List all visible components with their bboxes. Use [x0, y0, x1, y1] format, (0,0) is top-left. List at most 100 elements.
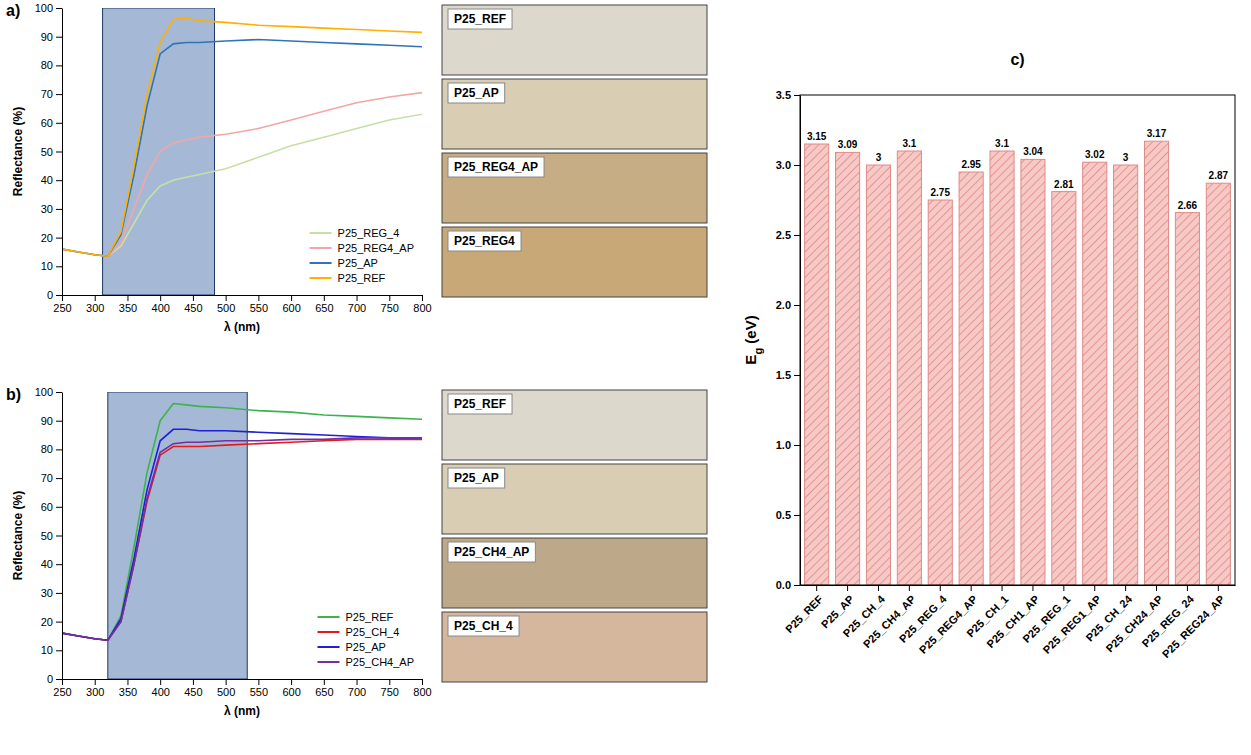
- y-tick: 1.5: [776, 369, 800, 381]
- x-tick-mark: [878, 585, 879, 591]
- photo-label-box: [448, 83, 505, 103]
- y-tick-mark: [56, 650, 62, 651]
- photo-image: [442, 390, 707, 460]
- legend: P25_REG_4P25_REG4_APP25_APP25_REF: [310, 227, 414, 284]
- legend-item: P25_REG_4: [310, 227, 400, 239]
- x-tick: 600: [282, 295, 300, 314]
- x-tick-mark: [1032, 585, 1033, 591]
- bar: [1052, 192, 1076, 585]
- y-tick-mark: [794, 165, 800, 166]
- y-tick-label: 1.5: [776, 369, 791, 381]
- x-tick-label: 400: [152, 302, 170, 314]
- photo-label: P25_AP: [454, 86, 499, 100]
- y-tick-label: 20: [41, 616, 53, 628]
- y-tick-label: 40: [41, 174, 53, 186]
- y-tick: 30: [41, 587, 62, 599]
- y-tick-mark: [56, 593, 62, 594]
- legend-label: P25_CH_4: [346, 626, 400, 638]
- x-tick-label: 250: [53, 686, 71, 698]
- y-tick: 0: [47, 673, 62, 685]
- legend-item: P25_REG4_AP: [310, 242, 414, 254]
- x-tick-label: 550: [250, 686, 268, 698]
- x-tick-mark: [95, 679, 96, 685]
- y-tick-label: 10: [41, 260, 53, 272]
- y-tick-mark: [794, 305, 800, 306]
- x-tick-mark: [226, 679, 227, 685]
- photo: P25_REG4: [442, 227, 707, 297]
- y-tick-label: 100: [35, 2, 53, 14]
- y-tick: 100: [35, 386, 62, 398]
- x-tick-label: 750: [381, 302, 399, 314]
- x-tick: 250: [53, 679, 71, 698]
- y-tick-mark: [56, 295, 62, 296]
- y-tick-label: 3.0: [776, 159, 791, 171]
- photo: P25_REG4_AP: [442, 153, 707, 223]
- y-tick-mark: [56, 392, 62, 393]
- data-label: 2.66: [1178, 200, 1198, 211]
- x-tick: P25_REG24_AP: [1160, 585, 1227, 660]
- photo-label: P25_REF: [454, 397, 506, 411]
- x-tick-mark: [816, 585, 817, 591]
- line-panel: 2503003504004505005506006507007508000102…: [11, 386, 432, 718]
- x-tick-mark: [389, 295, 390, 301]
- legend: P25_REFP25_CH_4P25_APP25_CH4_AP: [318, 611, 415, 668]
- x-axis: 250300350400450500550600650700750800: [53, 295, 431, 314]
- y-tick: 20: [41, 232, 62, 244]
- y-tick: 30: [41, 203, 62, 215]
- y-tick-mark: [56, 679, 62, 680]
- x-tick-label: 350: [119, 686, 137, 698]
- photo-label: P25_REF: [454, 12, 506, 26]
- y-tick-mark: [794, 375, 800, 376]
- series-line: [62, 439, 422, 640]
- x-tick-mark: [422, 295, 423, 301]
- x-tick-mark: [389, 679, 390, 685]
- x-tick: P25_REG4_AP: [917, 585, 980, 656]
- y-tick-mark: [56, 238, 62, 239]
- y-tick-label: 20: [41, 232, 53, 244]
- y-tick-mark: [794, 235, 800, 236]
- data-label: 3: [1123, 152, 1129, 163]
- y-tick: 10: [41, 644, 62, 656]
- y-tick-mark: [56, 449, 62, 450]
- y-tick-label: 2.5: [776, 229, 791, 241]
- y-axis-line: [800, 96, 801, 586]
- x-tick: 450: [184, 295, 202, 314]
- x-tick-mark: [291, 295, 292, 301]
- x-axis: 250300350400450500550600650700750800: [53, 679, 431, 698]
- x-tick-mark: [422, 679, 423, 685]
- x-tick-mark: [1094, 585, 1095, 591]
- photo-image: [442, 79, 707, 149]
- y-tick-mark: [794, 95, 800, 96]
- y-tick-label: 70: [41, 88, 53, 100]
- y-tick-label: 50: [41, 146, 53, 158]
- x-tick-mark: [291, 679, 292, 685]
- y-tick-label: 0: [47, 673, 53, 685]
- x-tick: P25_CH24_AP: [1103, 585, 1165, 655]
- y-tick-label: 90: [41, 415, 53, 427]
- x-tick: 750: [381, 679, 399, 698]
- legend-swatch: [318, 646, 340, 648]
- y-tick: 1.0: [776, 439, 800, 451]
- x-tick-label: P25_CH1_AP: [984, 593, 1041, 650]
- plot-frame: [800, 95, 1235, 585]
- bar: [805, 144, 829, 585]
- x-axis-line: [801, 585, 1236, 586]
- series-line: [62, 429, 422, 640]
- x-tick: 250: [53, 295, 71, 314]
- x-tick-label: 800: [413, 686, 431, 698]
- y-axis-line: [62, 9, 63, 296]
- x-tick: P25_REF: [783, 585, 825, 635]
- shaded-region: [108, 392, 247, 679]
- y-tick-label: 70: [41, 472, 53, 484]
- photo-image: [442, 538, 707, 608]
- data-label: 3.04: [1023, 146, 1043, 157]
- x-tick-mark: [847, 585, 848, 591]
- y-tick-label: 0.0: [776, 579, 791, 591]
- y-axis: 0102030405060708090100: [35, 2, 63, 301]
- x-tick: 800: [413, 295, 431, 314]
- x-tick-mark: [62, 295, 63, 301]
- y-tick-label: 0: [47, 289, 53, 301]
- bar: [1083, 162, 1107, 585]
- x-tick: 300: [86, 679, 104, 698]
- legend-swatch: [318, 661, 340, 663]
